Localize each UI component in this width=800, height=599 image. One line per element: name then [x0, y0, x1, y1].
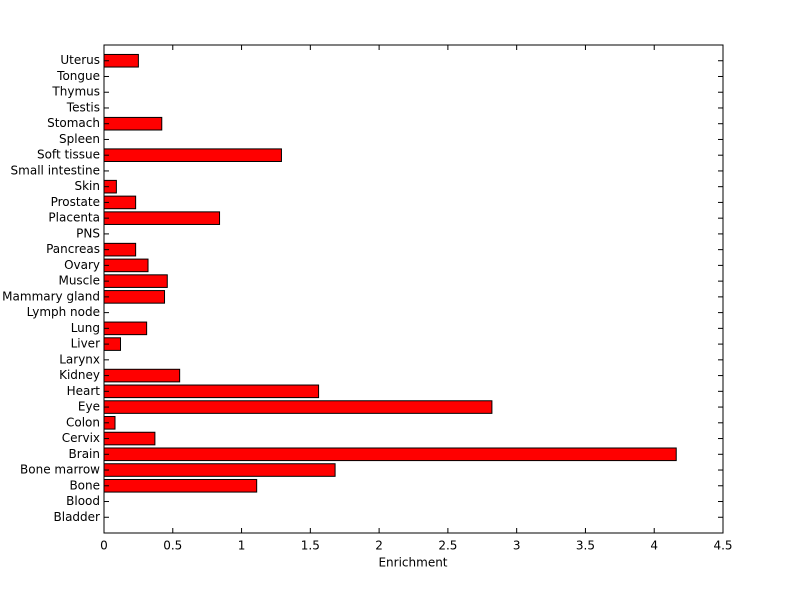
bar	[103, 463, 336, 477]
y-tick-label: Blood	[66, 494, 100, 508]
y-tick-label: Ovary	[64, 258, 100, 272]
x-tick-label: 2.5	[438, 539, 457, 553]
y-tick-label: Cervix	[62, 431, 100, 445]
bar	[103, 211, 221, 225]
x-tick-label: 1.5	[301, 539, 320, 553]
y-tick-label: Bone	[69, 478, 100, 492]
y-tick-label: Heart	[67, 384, 101, 398]
x-tick-label: 4	[650, 539, 658, 553]
y-tick-label: Thymus	[51, 85, 100, 99]
y-tick-label: Liver	[71, 337, 101, 351]
y-tick-label: Placenta	[48, 211, 100, 225]
bar	[103, 321, 148, 336]
bar	[103, 148, 282, 162]
y-tick-label: Bladder	[54, 510, 101, 524]
y-tick-label: Prostate	[51, 195, 100, 209]
y-tick-label: Brain	[69, 447, 100, 461]
y-tick-label: Muscle	[58, 274, 100, 288]
bar	[103, 478, 258, 493]
bar	[103, 384, 320, 399]
plot-frame	[103, 44, 724, 534]
bar	[103, 447, 677, 462]
y-tick-label: Small intestine	[11, 163, 100, 177]
bar	[103, 53, 139, 68]
y-tick-label: Eye	[78, 400, 100, 414]
y-tick-label: Uterus	[60, 53, 100, 67]
y-tick-label: Lung	[71, 321, 100, 335]
bar	[103, 274, 168, 288]
x-tick-label: 3.5	[576, 539, 595, 553]
x-tick-label: 0.5	[163, 539, 182, 553]
bar	[103, 368, 181, 383]
x-tick-label: 3	[513, 539, 521, 553]
x-tick-label: 2	[375, 539, 383, 553]
y-tick-label: Larynx	[59, 352, 100, 366]
x-tick-label: 1	[238, 539, 246, 553]
bar	[103, 290, 166, 304]
bar	[103, 116, 163, 131]
y-tick-label: Soft tissue	[37, 148, 100, 162]
y-tick-label: Bone marrow	[20, 463, 100, 477]
bar	[103, 400, 493, 414]
x-tick-label: 0	[100, 539, 108, 553]
y-tick-label: Kidney	[59, 368, 100, 382]
x-tick-label: 4.5	[713, 539, 732, 553]
y-tick-label: Stomach	[47, 116, 100, 130]
y-tick-label: Tongue	[56, 69, 100, 83]
y-tick-label: Spleen	[59, 132, 100, 146]
y-tick-label: PNS	[76, 226, 100, 240]
y-tick-label: Pancreas	[46, 242, 100, 256]
y-tick-label: Lymph node	[27, 305, 100, 319]
bar	[103, 258, 149, 273]
y-tick-label: Colon	[66, 415, 100, 429]
y-tick-label: Mammary gland	[2, 289, 100, 303]
x-axis-label: Enrichment	[378, 556, 447, 570]
bar	[103, 431, 156, 446]
y-tick-label: Skin	[74, 179, 100, 193]
y-tick-label: Testis	[66, 100, 100, 114]
